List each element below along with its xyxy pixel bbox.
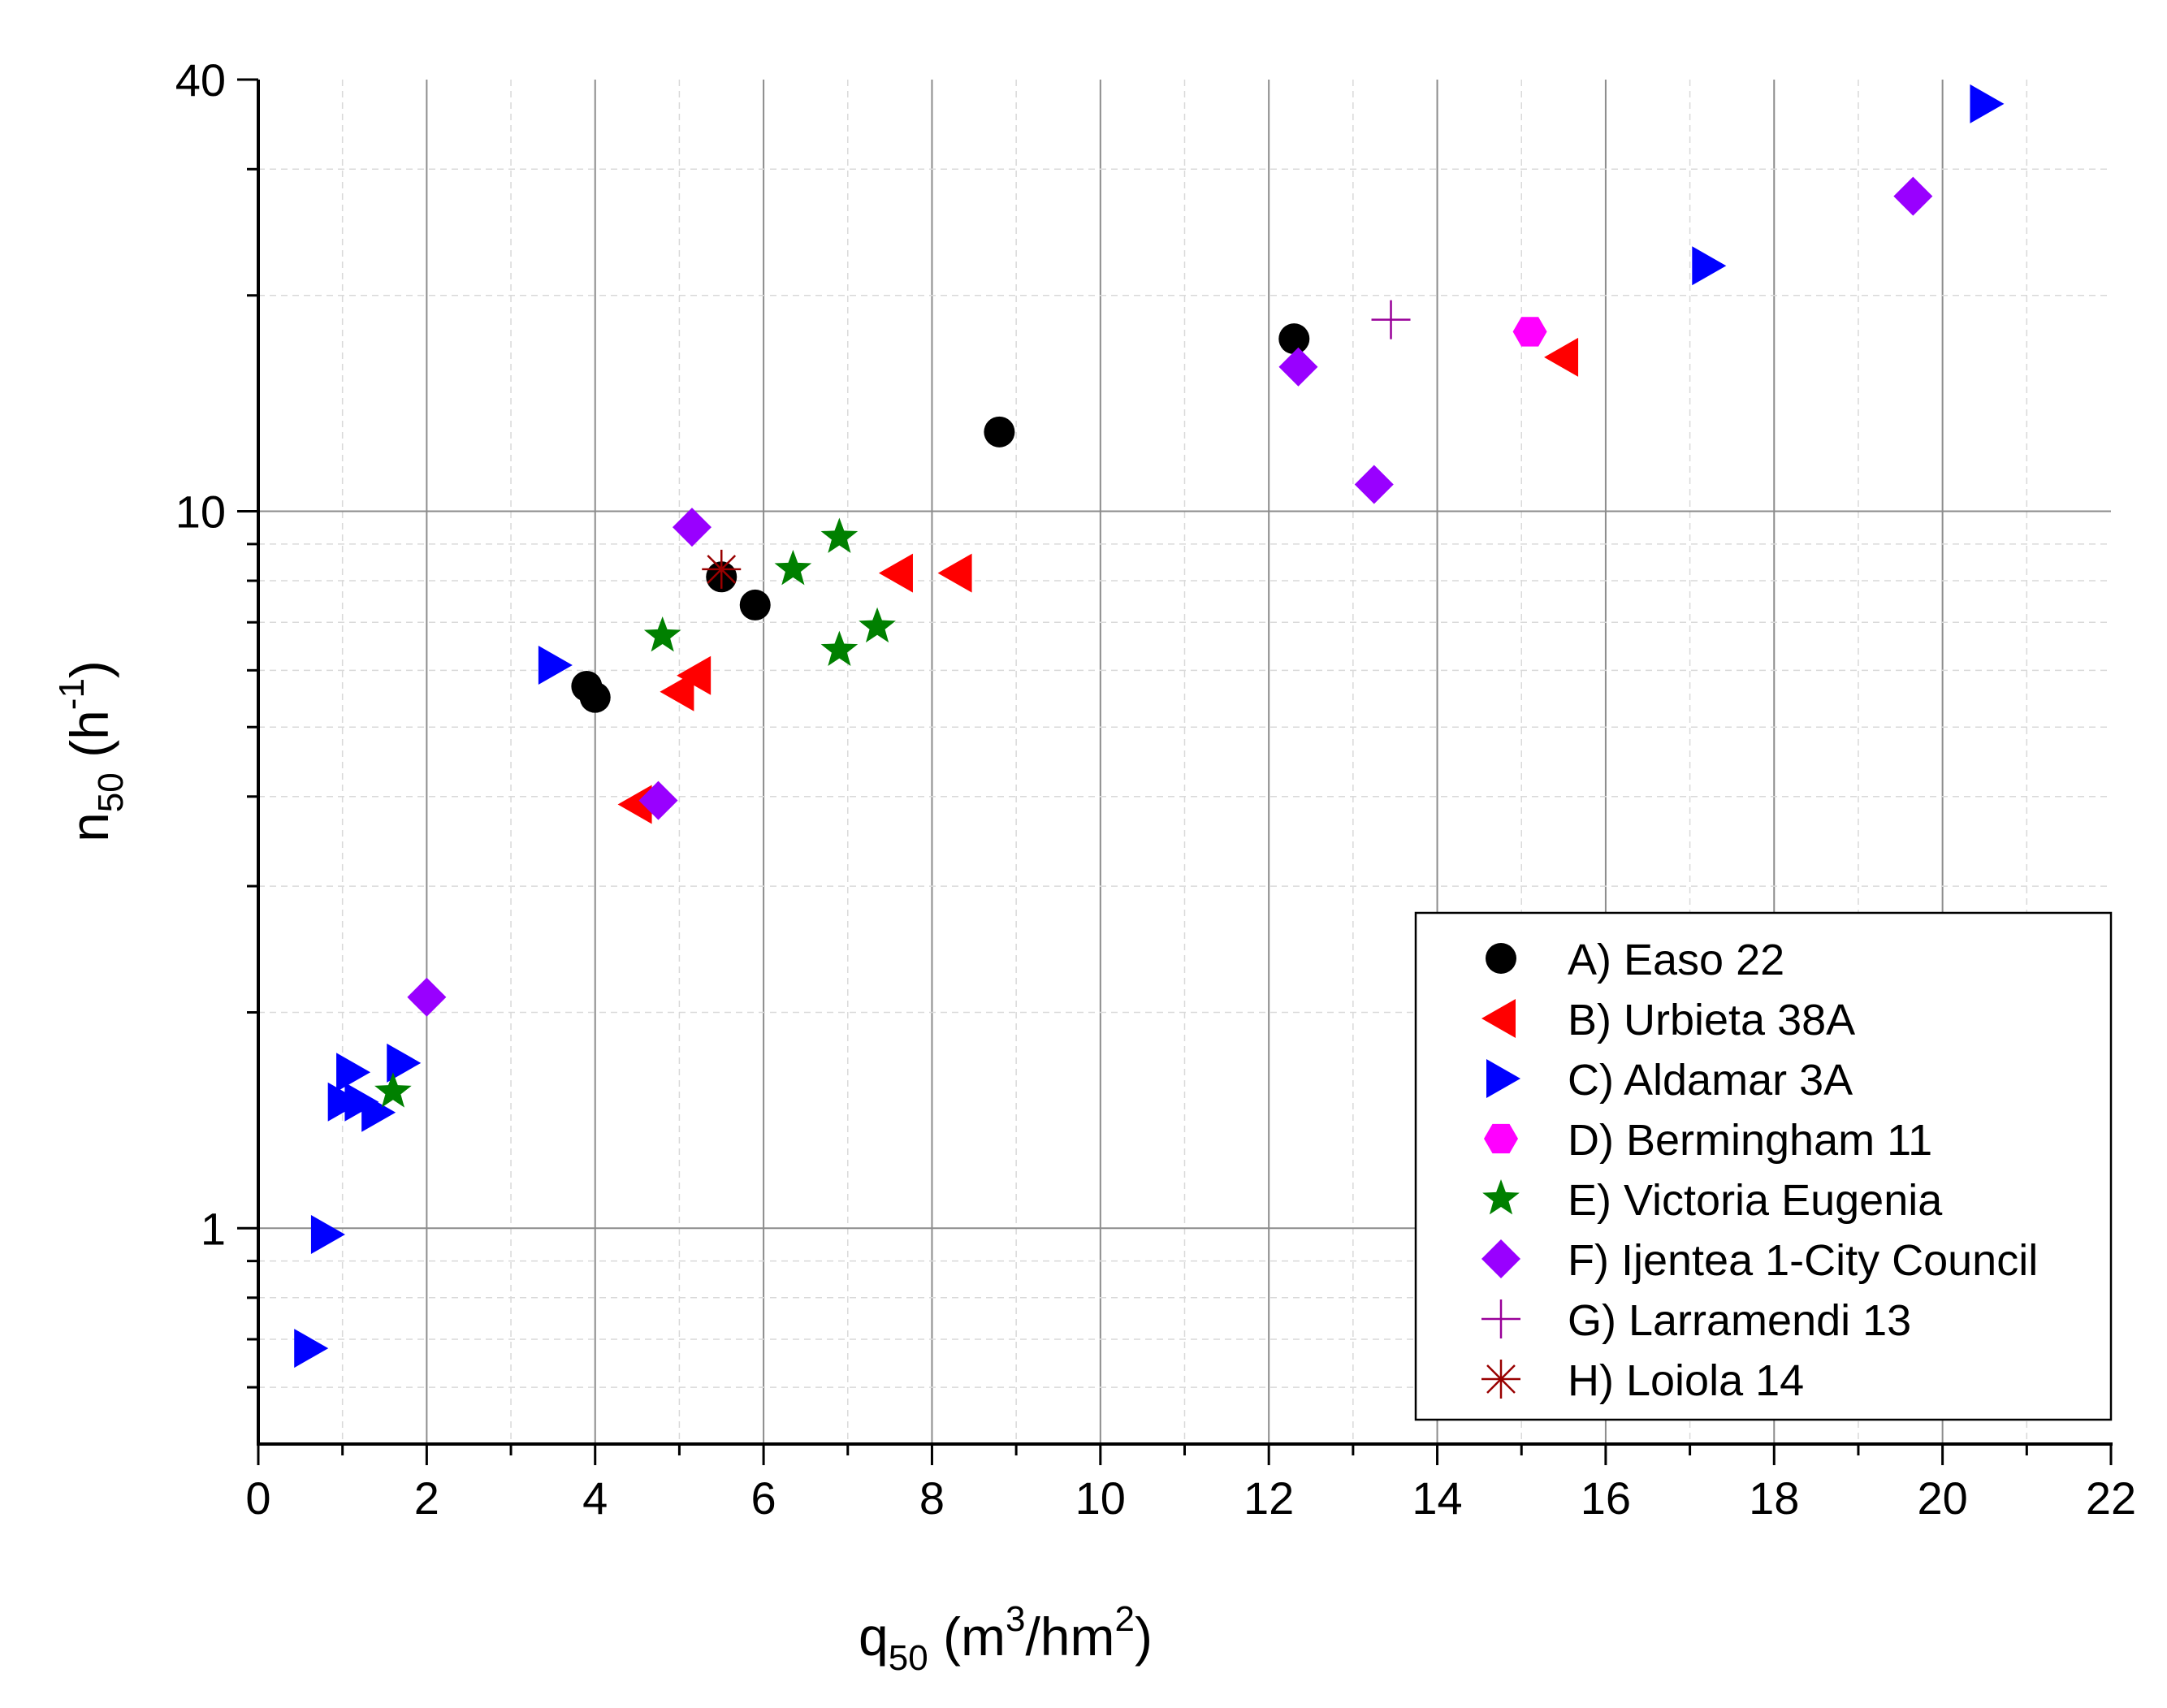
x-tick-label: 10 xyxy=(1075,1472,1126,1524)
data-point xyxy=(361,1092,396,1132)
data-point xyxy=(387,1043,422,1083)
data-point xyxy=(774,549,812,586)
data-point xyxy=(1278,323,1310,355)
x-tick-label: 14 xyxy=(1412,1472,1462,1524)
data-point xyxy=(1371,300,1411,339)
x-tick-labels: 0 2 4 6 8 10 12 14 16 18 20 22 xyxy=(245,1472,2136,1524)
y-tick-label: 10 xyxy=(175,486,226,537)
legend-entry: D) Bermingham 11 xyxy=(1568,1116,1932,1165)
data-point xyxy=(660,672,694,711)
series-2 xyxy=(617,337,1579,824)
x-tick-label: 0 xyxy=(245,1472,270,1524)
data-point xyxy=(1544,337,1579,377)
y-tick-label: 40 xyxy=(175,54,226,106)
x-tick-label: 16 xyxy=(1581,1472,1631,1524)
data-point xyxy=(677,655,712,695)
series-3 xyxy=(294,84,2005,1369)
legend-marker xyxy=(1481,999,1516,1038)
data-point xyxy=(294,1329,329,1369)
data-point xyxy=(702,549,742,589)
data-points xyxy=(294,84,2005,1369)
legend-marker xyxy=(1482,1179,1520,1215)
grid-lines xyxy=(258,80,2111,1444)
legend-box xyxy=(1414,911,2113,1421)
data-point xyxy=(1692,246,1727,286)
series-4 xyxy=(1512,317,1547,347)
series-7 xyxy=(1371,300,1411,339)
data-point xyxy=(638,780,678,820)
data-point xyxy=(579,681,611,713)
legend-entry: F) Ijentea 1-City Council xyxy=(1568,1236,2038,1285)
data-point xyxy=(1970,84,2005,123)
legend-marker xyxy=(1486,943,1516,974)
x-tick-label: 2 xyxy=(414,1472,439,1524)
x-tick-label: 20 xyxy=(1917,1472,1967,1524)
data-point xyxy=(937,553,972,593)
data-point xyxy=(643,616,681,652)
series-6 xyxy=(407,176,1933,1017)
legend-entry: C) Aldamar 3A xyxy=(1568,1056,1853,1105)
legend-marker xyxy=(1481,1360,1520,1399)
series-5 xyxy=(374,517,896,1108)
legend-entry: A) Easo 22 xyxy=(1568,936,1784,984)
data-point xyxy=(1512,317,1547,347)
data-point xyxy=(672,508,712,547)
data-point xyxy=(1278,347,1318,387)
y-tick-labels: 1 10 40 xyxy=(175,54,226,1254)
data-point xyxy=(984,416,1015,448)
data-point xyxy=(538,645,573,685)
legend: A) Easo 22 B) Urbieta 38A C) Aldamar 3A D) … xyxy=(1414,911,2113,1421)
series-8 xyxy=(702,549,742,589)
x-tick-label: 8 xyxy=(919,1472,945,1524)
data-point xyxy=(336,1053,371,1092)
legend-marker xyxy=(1481,1299,1520,1338)
legend-marker xyxy=(1486,1059,1520,1098)
axes xyxy=(237,78,2113,1465)
legend-entry: H) Loiola 14 xyxy=(1568,1356,1804,1405)
data-point xyxy=(617,785,652,824)
legend-marker xyxy=(1481,1239,1520,1278)
legend-marker xyxy=(1484,1123,1518,1154)
data-point xyxy=(739,589,771,621)
x-tick-label: 12 xyxy=(1244,1472,1294,1524)
y-tick-label: 1 xyxy=(201,1203,226,1254)
data-point xyxy=(374,1072,412,1108)
data-point xyxy=(1354,465,1394,504)
x-tick-label: 22 xyxy=(2086,1472,2136,1524)
y-axis-label: n50 (h-1) xyxy=(52,660,131,842)
x-tick-label: 4 xyxy=(582,1472,608,1524)
data-point xyxy=(878,553,913,593)
data-point xyxy=(820,517,859,553)
data-point xyxy=(310,1215,345,1255)
legend-entry: B) Urbieta 38A xyxy=(1568,996,1855,1044)
x-tick-label: 18 xyxy=(1749,1472,1799,1524)
legend-entry: G) Larramendi 13 xyxy=(1568,1296,1911,1345)
data-point xyxy=(820,630,859,666)
data-point xyxy=(1893,176,1933,216)
x-axis-label: q50 (m3/hm2) xyxy=(859,1599,1153,1678)
data-point xyxy=(859,607,896,643)
data-point xyxy=(407,977,447,1017)
legend-entry: E) Victoria Eugenia xyxy=(1568,1176,1943,1225)
x-tick-label: 6 xyxy=(751,1472,776,1524)
